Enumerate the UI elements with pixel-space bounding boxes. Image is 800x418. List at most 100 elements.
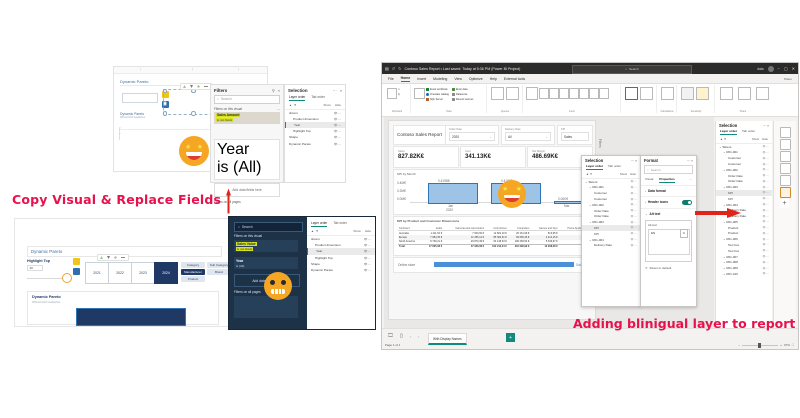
selection-item[interactable]: Customer 👁 ⋯ (716, 161, 772, 167)
slicer-order-date[interactable]: Order Date 2020 ⌄ (445, 125, 499, 145)
ribbon-group-insert[interactable]: Insert (524, 85, 621, 113)
selection-item-selected[interactable]: KPI 👁 ⋯ (716, 190, 772, 196)
bottom-report-panel[interactable]: Dynamic Pareto Without DAX headaches (27, 291, 219, 326)
move-up-icon[interactable]: ▲ ▼ (586, 171, 593, 176)
ribbon-group-text[interactable] (622, 85, 657, 113)
tab-layer-order[interactable]: Layer order (720, 129, 738, 135)
selection-item[interactable]: Order Date 👁 ⋯ (582, 213, 640, 219)
chevron-down-icon[interactable]: ⌄ (489, 134, 492, 139)
tab-visual[interactable]: Visual (645, 177, 654, 181)
eye-icon[interactable]: 👁 ⋯ (630, 232, 637, 236)
selection-item[interactable]: Customer 👁 ⋯ (582, 190, 640, 196)
format-rail-icon[interactable] (780, 175, 791, 186)
collab-icon[interactable] (738, 87, 751, 100)
selection-rail-icon[interactable] (780, 187, 791, 198)
eye-icon[interactable]: 👁 ⋯ (333, 129, 341, 134)
kpi-card-cost[interactable]: Cost 341.13K€ (460, 146, 526, 168)
eye-icon[interactable]: 👁 ⋯ (630, 191, 637, 195)
filter-icon[interactable] (190, 85, 193, 88)
selection-item[interactable]: ⌄ R01-002 👁 ⋯ (582, 202, 640, 208)
manage-icon[interactable] (756, 87, 769, 100)
selection-item[interactable]: slicers 👁 ⋯ (307, 236, 375, 242)
chevron-right-icon[interactable]: » (339, 87, 342, 93)
eye-icon[interactable]: 👁 ⋯ (762, 150, 769, 154)
selection-item[interactable]: ⌄ R01-005 👁 ⋯ (716, 219, 772, 225)
eye-icon[interactable]: 👁 ⋯ (630, 180, 637, 184)
paste-icon[interactable] (387, 88, 397, 99)
eye-icon[interactable]: 👁 ⋯ (630, 185, 637, 189)
avatar[interactable] (767, 65, 774, 72)
kpi-card-sales[interactable]: Sales 827.82K€ (393, 146, 459, 168)
text-box-icon[interactable] (625, 87, 638, 100)
eye-icon[interactable]: 👁 ⋯ (333, 110, 341, 115)
viz-icon[interactable] (549, 88, 559, 99)
selection-pane-toolbar[interactable]: ▲ ▼ Show Hide (285, 101, 345, 110)
selection-item[interactable]: Dynamic Pareto 👁 ⋯ (307, 267, 375, 273)
new-visual-icon[interactable] (526, 87, 538, 100)
chevron-down-icon[interactable]: ⌄ (645, 211, 648, 216)
move-up-icon[interactable]: ▲ ▼ (720, 136, 727, 141)
selection-item[interactable]: ⌄ R01-004 👁 ⋯ (716, 202, 772, 208)
zoom-slider[interactable] (742, 342, 779, 348)
bookmarks-rail-icon[interactable] (780, 139, 791, 150)
selection-pane-tabs[interactable]: Layer order Tab order (285, 94, 345, 101)
ribbon-group-calculations[interactable]: Calculations (658, 85, 677, 113)
ellipsis-icon[interactable]: ⋯ (689, 177, 692, 181)
selection-item[interactable]: Order Date 👁 ⋯ (716, 173, 772, 179)
dark-filters-search-input[interactable]: ⌕ Search (234, 222, 303, 232)
floating-selection-list[interactable]: ⌄ Slicers 👁 ⋯ ⌄ R01-001 👁 ⋯ Customer 👁 ⋯ Custo… (582, 179, 640, 248)
dim-button-category[interactable]: Category (181, 262, 205, 268)
save-icon[interactable]: ▤ (385, 66, 389, 71)
selection-item-selected[interactable]: Year 👁 ⋯ (285, 121, 345, 129)
chevron-right-icon[interactable]: › (645, 200, 646, 205)
highlight-top-slider[interactable] (27, 278, 72, 279)
selection-item[interactable]: Dynamic Pareto 👁 ⋯ (285, 140, 345, 146)
selection-item[interactable]: ⌄ R01-009 👁 ⋯ (716, 265, 772, 271)
menu-bar[interactable]: File Home Insert Modeling View Optimize … (382, 74, 798, 84)
menu-item-file[interactable]: File (388, 76, 394, 81)
sensitivity-icon[interactable] (681, 87, 694, 100)
ribbon-group-data[interactable]: Excel workbook OneLake catalog Enter dat… (412, 85, 487, 113)
visual-icon-yellow[interactable] (73, 258, 80, 265)
eye-icon[interactable]: 👁 ⋯ (762, 162, 769, 166)
eye-icon[interactable]: 👁 ⋯ (363, 268, 371, 273)
format-search-input[interactable]: ⌕ Search (644, 165, 693, 174)
drill-icon[interactable] (100, 256, 103, 259)
dim-button-sub-category[interactable]: Sub Category (207, 262, 231, 268)
visualizations-rail[interactable]: + ⚙ (773, 121, 796, 349)
chevron-right-icon[interactable]: › (645, 188, 646, 193)
transform-data-icon[interactable] (491, 87, 504, 100)
selection-item[interactable]: Highlight Top 👁 ⋯ (285, 128, 345, 134)
fit-to-page-icon[interactable]: ⛶ (791, 343, 794, 347)
selection-item[interactable]: ⌄ R01-004 👁 ⋯ (582, 237, 640, 243)
docked-selection-pane[interactable]: Selection ⋯ » Layer order Tab order ▲ ▼ … (715, 121, 772, 349)
close-icon[interactable]: ✕ (791, 66, 795, 71)
dim-button-product[interactable]: Product (181, 276, 205, 282)
section-alt-text[interactable]: ⌄ Alt text (641, 209, 696, 219)
undo-icon[interactable]: ↺ (391, 66, 396, 71)
selection-item[interactable]: slicers 👁 ⋯ (285, 110, 345, 116)
sensitivity-label-icon[interactable] (696, 87, 709, 100)
eye-icon[interactable]: 👁 ⋯ (762, 156, 769, 160)
selection-item[interactable]: Product dimension 👁 ⋯ (307, 242, 375, 248)
zoom-control[interactable]: − + 47% ⛶ (738, 342, 794, 348)
visual-header-toolbar[interactable] (180, 83, 212, 90)
tab-layer-order[interactable]: Layer order (289, 94, 306, 101)
dark-filter-card-sales-value[interactable]: Sales Value is not blank (234, 240, 298, 252)
dark-filter-card-year[interactable]: Year is (All) (234, 257, 298, 269)
eye-icon[interactable]: 👁 ⋯ (333, 141, 341, 146)
onelake-icon[interactable] (426, 93, 429, 96)
header-icons-toggle[interactable] (682, 199, 692, 205)
ribbon-group-queries[interactable]: Queries (488, 85, 523, 113)
more-visuals-icon[interactable] (599, 88, 609, 99)
page-nav-prev-icon[interactable]: ‹ (410, 334, 412, 339)
ribbon-group-clipboard[interactable]: ✂ ⎘ Clipboard (384, 85, 411, 113)
report-title-card[interactable]: Contoso Sales Report (393, 125, 446, 145)
eye-icon[interactable]: 👁 ⋯ (630, 209, 637, 213)
selection-item[interactable]: ⌄ R01-007 👁 ⋯ (716, 254, 772, 260)
cmd-recent-sources[interactable]: Recent sources (456, 98, 474, 101)
floating-selection-toolbar[interactable]: ▲ ▼ Show Hide (582, 170, 640, 179)
menu-item-modeling[interactable]: Modeling (433, 76, 448, 81)
docked-selection-toolbar[interactable]: ▲ ▼ Show Hide (716, 135, 772, 144)
year-slicer-2022[interactable]: 2022 (108, 262, 132, 284)
